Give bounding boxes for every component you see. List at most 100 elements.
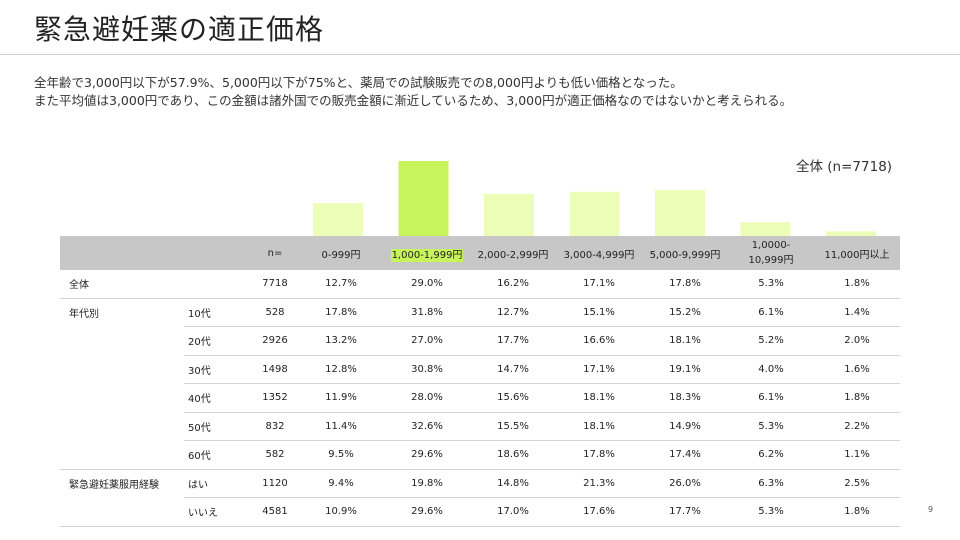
- table-row: 全体 7718 12.7% 29.0% 16.2% 17.1% 17.8% 5.3% 1.8%: [60, 270, 900, 299]
- header-price-range: 5,000-9,999円: [642, 236, 728, 270]
- title-divider: [0, 54, 960, 55]
- header-label: 1,000-1,999円: [390, 248, 464, 262]
- row-percent-value: 18.1%: [556, 412, 642, 441]
- row-percent-value: 15.2%: [642, 298, 728, 327]
- row-sub-label: いいえ: [184, 497, 252, 527]
- row-percent-value: 15.5%: [470, 412, 556, 441]
- row-percent-value: 2.2%: [814, 412, 900, 441]
- row-sub-label: 40代: [184, 383, 252, 413]
- header-price-range: 11,000円以上: [814, 236, 900, 270]
- header-blank-sub: [184, 236, 252, 270]
- row-percent-value: 1.8%: [814, 383, 900, 413]
- row-percent-value: 14.9%: [642, 412, 728, 441]
- row-percent-value: 6.1%: [728, 383, 814, 413]
- row-percent-value: 1.8%: [814, 270, 900, 299]
- header-n: n=: [252, 236, 298, 270]
- row-percent-value: 17.8%: [556, 440, 642, 470]
- bar-3: [569, 191, 620, 236]
- header-label: 5,000-9,999円: [649, 249, 721, 261]
- row-group-label: [60, 440, 184, 470]
- row-percent-value: 17.4%: [642, 440, 728, 470]
- row-percent-value: 5.3%: [728, 497, 814, 527]
- row-group-label: 全体: [60, 270, 184, 299]
- row-percent-value: 14.7%: [470, 355, 556, 384]
- table-row: 60代 582 9.5% 29.6% 18.6% 17.8% 17.4% 6.2% 1.1%: [60, 440, 900, 470]
- row-n-value: 1120: [252, 469, 298, 498]
- row-percent-value: 19.8%: [384, 469, 470, 498]
- row-group-label: [60, 355, 184, 384]
- row-percent-value: 30.8%: [384, 355, 470, 384]
- row-percent-value: 21.3%: [556, 469, 642, 498]
- summary-line-1: 全年齢で3,000円以下が57.9%、5,000円以下が75%と、薬局での試験販…: [34, 75, 683, 90]
- header-label: 3,000-4,999円: [563, 249, 635, 261]
- price-bar-chart: [313, 161, 876, 236]
- header-price-range: 0-999円: [298, 236, 384, 270]
- row-sub-label: はい: [184, 469, 252, 498]
- row-percent-value: 17.1%: [556, 355, 642, 384]
- row-sub-label: 50代: [184, 412, 252, 441]
- chart-caption: 全体 (n=7718): [796, 159, 893, 175]
- row-n-value: 4581: [252, 497, 298, 527]
- row-percent-value: 4.0%: [728, 355, 814, 384]
- header-label: 2,000-2,999円: [477, 249, 549, 261]
- row-percent-value: 31.8%: [384, 298, 470, 327]
- row-percent-value: 2.0%: [814, 326, 900, 356]
- row-percent-value: 1.8%: [814, 497, 900, 527]
- row-group-label: [60, 412, 184, 441]
- row-percent-value: 29.6%: [384, 440, 470, 470]
- row-percent-value: 17.7%: [470, 326, 556, 356]
- row-percent-value: 16.6%: [556, 326, 642, 356]
- row-percent-value: 29.6%: [384, 497, 470, 527]
- bar-2: [484, 194, 534, 236]
- header-label: 0-999円: [321, 249, 361, 261]
- row-sub-label: 20代: [184, 326, 252, 356]
- bar-1: [398, 161, 449, 236]
- row-percent-value: 19.1%: [642, 355, 728, 384]
- row-percent-value: 12.7%: [298, 270, 384, 299]
- header-price-range: 1,000-1,999円: [384, 236, 470, 270]
- row-percent-value: 32.6%: [384, 412, 470, 441]
- table-row: 50代 832 11.4% 32.6% 15.5% 18.1% 14.9% 5.3% 2.2%: [60, 412, 900, 441]
- row-percent-value: 6.1%: [728, 298, 814, 327]
- bar-4: [655, 189, 705, 236]
- row-percent-value: 17.0%: [470, 497, 556, 527]
- row-percent-value: 11.4%: [298, 412, 384, 441]
- row-percent-value: 15.6%: [470, 383, 556, 413]
- row-percent-value: 27.0%: [384, 326, 470, 356]
- row-percent-value: 6.2%: [728, 440, 814, 470]
- row-n-value: 832: [252, 412, 298, 441]
- row-percent-value: 10.9%: [298, 497, 384, 527]
- row-percent-value: 1.1%: [814, 440, 900, 470]
- row-percent-value: 13.2%: [298, 326, 384, 356]
- header-price-range: 2,000-2,999円: [470, 236, 556, 270]
- header-label: 11,000円以上: [824, 249, 890, 261]
- summary-line-2: また平均値は3,000円であり、この金額は諸外国での販売金額に漸近しているため、…: [34, 93, 793, 108]
- row-percent-value: 18.6%: [470, 440, 556, 470]
- row-group-label: 緊急避妊薬服用経験: [69, 480, 159, 491]
- row-n-value: 7718: [252, 270, 298, 299]
- table-row: 年代別 10代 528 17.8% 31.8% 12.7% 15.1% 15.2% 6.1% 1.…: [60, 298, 900, 327]
- header-label: 1,0000- 10,999円: [748, 240, 794, 266]
- table-row: 緊急避妊薬服用経験 はい 1120 9.4% 19.8% 14.8% 21.3% 26.0% 6…: [60, 469, 900, 498]
- row-group-label: [60, 497, 184, 527]
- row-n-value: 582: [252, 440, 298, 470]
- row-percent-value: 11.9%: [298, 383, 384, 413]
- summary-text: 全年齢で3,000円以下が57.9%、5,000円以下が75%と、薬局での試験販…: [34, 74, 944, 110]
- row-percent-value: 17.7%: [642, 497, 728, 527]
- row-percent-value: 17.8%: [298, 298, 384, 327]
- header-price-range: 1,0000- 10,999円: [728, 236, 814, 270]
- row-percent-value: 28.0%: [384, 383, 470, 413]
- row-sub-label: 60代: [184, 440, 252, 470]
- header-price-range: 3,000-4,999円: [556, 236, 642, 270]
- table-row: 20代 2926 13.2% 27.0% 17.7% 16.6% 18.1% 5.2% 2.0%: [60, 326, 900, 356]
- row-percent-value: 5.3%: [728, 270, 814, 299]
- row-percent-value: 5.3%: [728, 412, 814, 441]
- row-percent-value: 9.5%: [298, 440, 384, 470]
- header-blank-group: [60, 236, 184, 270]
- row-percent-value: 16.2%: [470, 270, 556, 299]
- row-percent-value: 18.1%: [556, 383, 642, 413]
- price-table: n= 0-999円 1,000-1,999円 2,000-2,999円 3,000-4,…: [60, 236, 900, 527]
- row-percent-value: 5.2%: [728, 326, 814, 356]
- bar-5: [740, 222, 791, 236]
- row-percent-value: 18.3%: [642, 383, 728, 413]
